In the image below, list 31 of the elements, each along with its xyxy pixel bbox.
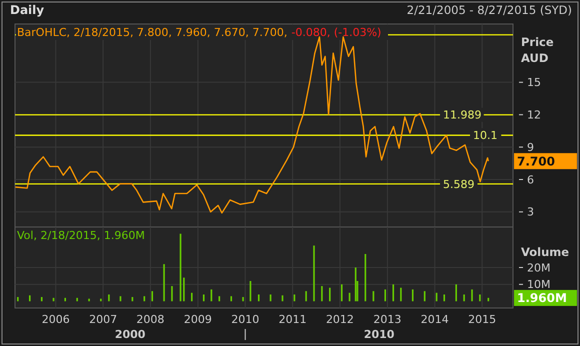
chart-title: Daily: [10, 3, 44, 17]
chart-subtitle: 2/21/2005 - 8/27/2015 (SYD): [406, 3, 572, 17]
ref-line-label: 10.1: [473, 129, 498, 142]
ref-line-label: 5.589: [443, 178, 474, 191]
x-tick-label: 2012: [326, 313, 354, 326]
annotation: 1.960M: [517, 291, 567, 306]
text: 2010: [364, 328, 395, 341]
text: 2000: [114, 328, 146, 341]
y-axis-title: Price AUD: [521, 35, 554, 65]
x-tick-label: 2010: [231, 313, 260, 326]
y-tick-label: 10M: [527, 278, 550, 292]
x-tick-label: 2007: [89, 313, 118, 326]
annotation: 7.700: [517, 154, 555, 168]
y-axis-title: Volume: [521, 245, 570, 259]
y-tick-label: 6: [527, 173, 534, 186]
x-tick-label: 2013: [373, 313, 402, 326]
ref-line-label: 11.989: [443, 108, 482, 122]
y-tick-label: 15: [527, 76, 541, 90]
x-tick-label: 2009: [184, 313, 212, 326]
x-tick-label: 2015: [468, 313, 496, 326]
x-tick-label: 2011: [278, 313, 307, 326]
x-tick-label: 2008: [136, 313, 164, 326]
annotation: Vol, 2/18/2015, 1.960M: [17, 229, 145, 242]
x-tick-label: 2006: [42, 313, 70, 326]
y-tick-label: 9: [527, 140, 534, 154]
annotation: -0.080, (-1.03%): [291, 26, 382, 39]
y-tick-label: 20M: [527, 261, 550, 274]
annotation: BarOHLC, 2/18/2015, 7.800, 7.960, 7.670, 7.700,: [17, 26, 288, 39]
y-tick-label: 3: [527, 206, 534, 219]
x-tick-label: 2014: [420, 313, 449, 326]
y-tick-label: 12: [527, 108, 541, 122]
